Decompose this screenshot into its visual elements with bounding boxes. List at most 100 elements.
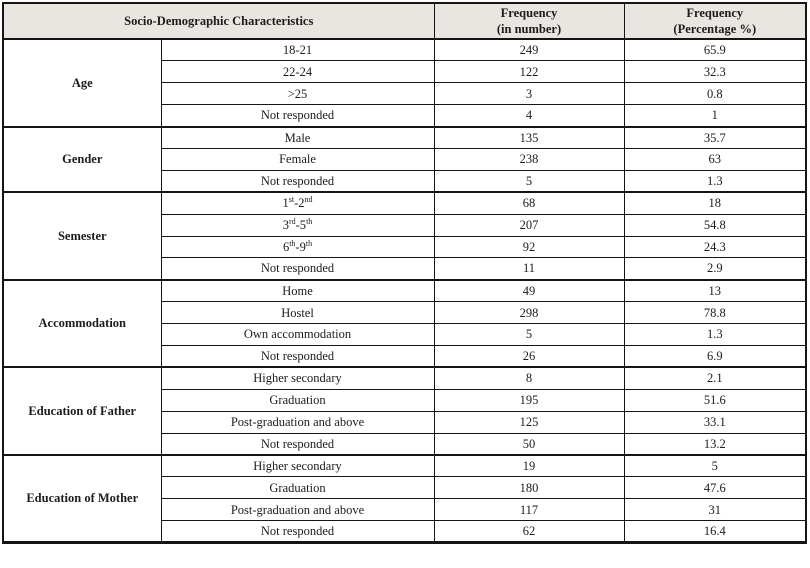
frequency-percent-cell: 47.6 [623,476,807,500]
superscript-text: st [288,195,295,205]
table-row: Education of Mother Higher secondary 19 5 [2,453,807,543]
frequency-number-cell: 19 [433,453,625,478]
frequency-percent-cell: 6.9 [623,344,807,368]
subcategory-cell: Not responded [160,104,435,128]
subcategory-cell: Not responded [160,169,435,193]
table-row: 6th-9th 92 24.3 [3,235,807,259]
header-frequency-number: Frequency (in number) [433,2,625,40]
frequency-percent-cell: 2.9 [623,257,807,281]
subcategory-cell: >25 [160,82,435,106]
frequency-number-cell: 249 [433,38,625,62]
header-frequency-percent-line1: Frequency [686,5,744,20]
frequency-number-cell: 8 [433,366,625,390]
header-frequency-percent: Frequency (Percentage %) [623,2,807,40]
subcategory-cell: Own accommodation [160,323,435,346]
superscript-text: rd [288,216,296,226]
frequency-number-cell: 68 [433,191,625,215]
label-text: Not responded [260,108,335,123]
subcategory-cell: 18-21 [160,38,435,62]
category-cell: Accommodation [2,278,162,368]
table-row: Not responded 4 1 [3,104,807,128]
header-characteristics: Socio-Demographic Characteristics [2,2,435,40]
table-row: Not responded 5 1.3 [3,169,807,193]
superscript-text: th [289,238,296,248]
frequency-number-cell: 49 [433,278,625,303]
frequency-percent-cell: 1.3 [623,169,807,193]
header-frequency-number-line2: (in number) [496,22,562,36]
frequency-percent-cell: 31 [623,498,807,522]
frequency-number-cell: 5 [433,169,625,193]
subcategory-cell: 6th-9th [160,235,435,259]
label-text: Female [279,152,316,167]
label-text: Not responded [260,523,335,538]
label-text: -9 [295,239,306,254]
table-row: 3rd-5th 207 54.8 [3,213,807,237]
subcategory-cell: Hostel [160,301,435,325]
superscript-text: th [306,216,313,226]
label-text: Male [284,130,311,145]
frequency-number-cell: 180 [433,476,625,500]
frequency-number-cell: 62 [433,520,625,543]
subcategory-cell: Post-graduation and above [160,498,435,522]
frequency-percent-cell: 5 [623,453,807,478]
subcategory-cell: Not responded [160,432,435,456]
subcategory-cell: Female [160,147,435,171]
frequency-number-cell: 4 [433,104,625,128]
frequency-number-cell: 117 [433,498,625,522]
frequency-percent-cell: 51.6 [623,388,807,412]
label-text: Not responded [260,349,335,364]
frequency-percent-cell: 0.8 [623,82,807,106]
category-cell: Age [2,38,162,128]
frequency-number-cell: 92 [433,235,625,259]
frequency-number-cell: 135 [433,125,625,149]
table-row: Education of Father Higher secondary 8 2.1 [2,366,807,456]
frequency-number-cell: 195 [433,388,625,412]
frequency-number-cell: 122 [433,60,625,84]
label-text: Post-graduation and above [230,502,365,517]
label-text: 6 [282,239,290,254]
frequency-percent-cell: 33.1 [623,410,807,434]
label-text: 3 [282,217,289,232]
subcategory-cell: Graduation [160,388,435,412]
label-text: Not responded [260,436,335,451]
subcategory-cell: Male [160,125,435,149]
table-row: Age 18-21 249 65.9 [2,38,807,128]
subcategory-cell: Not responded [160,520,435,543]
label-text: 1 [282,196,289,211]
label-text: -5 [295,217,307,232]
table-row: Graduation 180 47.6 [3,476,807,500]
frequency-percent-cell: 24.3 [623,235,807,259]
frequency-percent-cell: 18 [623,191,807,215]
frequency-number-cell: 5 [433,323,625,346]
table-row: Not responded 62 16.4 [3,520,807,543]
table-row: Graduation 195 51.6 [3,388,807,412]
subcategory-cell: Not responded [160,344,435,368]
subcategory-cell: Post-graduation and above [160,410,435,434]
category-cell: Education of Father [2,366,162,456]
subcategory-cell: Graduation [160,476,435,500]
frequency-number-cell: 26 [433,344,625,368]
table-row: Post-graduation and above 125 33.1 [3,410,807,434]
label-text: Not responded [260,173,335,188]
table-row: Own accommodation 5 1.3 [3,323,807,346]
category-cell: Semester [2,191,162,281]
subcategory-cell: 22-24 [160,60,435,84]
label-text: 18-21 [282,43,313,58]
socio-demographic-table: Socio-Demographic Characteristics Freque… [2,2,808,544]
label-text: -2 [294,196,305,211]
category-cell: Education of Mother [2,453,162,543]
table-header: Socio-Demographic Characteristics Freque… [2,2,807,40]
subcategory-cell: Higher secondary [160,453,435,478]
header-frequency-number-line1: Frequency [500,5,558,20]
frequency-number-cell: 298 [433,301,625,325]
table-row: Gender Male 135 35.7 [2,125,807,193]
frequency-number-cell: 3 [433,82,625,106]
label-text: Home [282,283,313,298]
frequency-percent-cell: 63 [623,147,807,171]
label-text: >25 [287,86,308,101]
frequency-percent-cell: 16.4 [623,520,807,543]
frequency-number-cell: 125 [433,410,625,434]
frequency-number-cell: 50 [433,432,625,456]
superscript-text: th [305,238,313,248]
